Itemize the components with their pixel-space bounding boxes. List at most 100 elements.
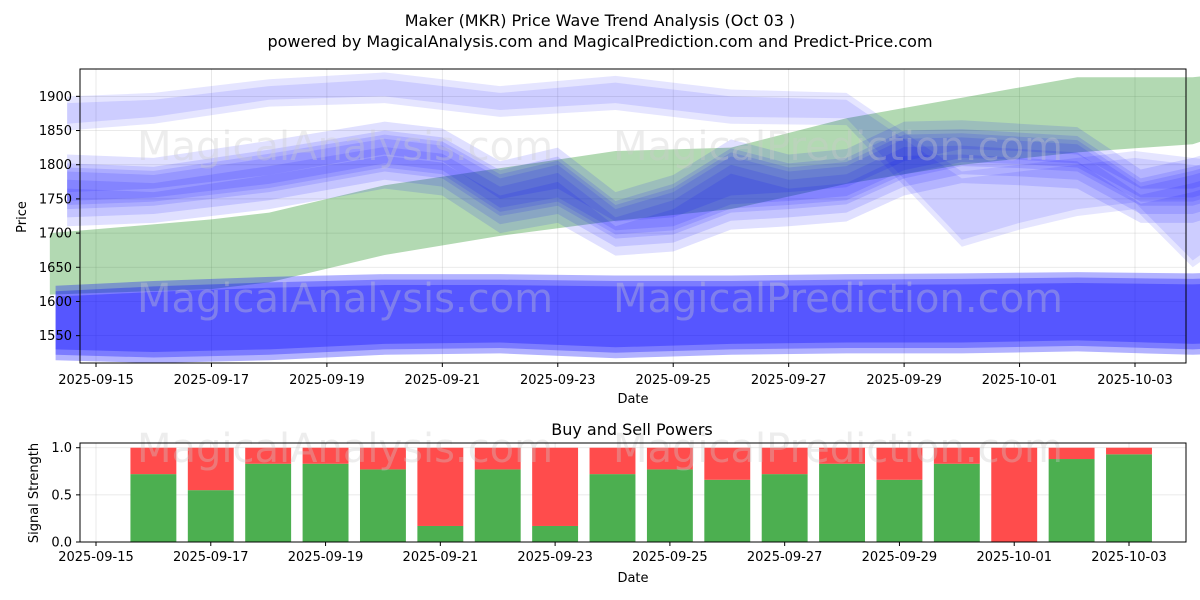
price-xtick-label: 2025-09-15 [58,373,134,388]
buy-bar [876,479,923,542]
watermark-prediction: MagicalPrediction.com [613,124,1063,170]
price-ytick-label: 1650 [39,261,72,276]
price-bands [49,72,1200,363]
buy-bar [933,463,980,542]
price-xtick-label: 2025-09-27 [751,373,827,388]
sell-bar [819,447,866,464]
signal-xtick-label: 2025-09-21 [403,550,479,565]
price-ytick-label: 1600 [39,295,72,310]
signal-ytick-label: 0.0 [51,536,72,551]
buy-bar [187,490,234,542]
chart-title: Maker (MKR) Price Wave Trend Analysis (O… [405,11,795,30]
sell-bar [876,447,923,480]
price-xtick-label: 2025-09-23 [520,373,596,388]
buy-bar [1106,454,1152,542]
price-band-faint-upper-band [67,79,1200,268]
signal-ticks: 0.0 0.5 1.0 2025-09-15 2025-09-17 2025-09-19 2… [51,441,1166,565]
signal-xtick-label: 2025-09-23 [517,550,593,565]
buy-bar [245,463,292,542]
signal-ylabel: Signal Strength [27,443,42,543]
signal-xtick-label: 2025-09-15 [58,550,134,565]
price-band-blue-bands-high- [67,137,1200,239]
sell-bar [532,447,579,526]
watermark-prediction-3: MagicalPrediction.com [613,426,1063,472]
sell-bar [646,447,693,470]
signal-xlabel: Date [617,571,648,586]
signal-xtick-label: 2025-10-01 [976,550,1052,565]
sell-bar [417,447,464,526]
buy-bar [704,479,751,542]
sell-bar [130,447,177,475]
price-band-green-band [49,76,1200,295]
price-plot-frame [79,68,1187,364]
price-band-blue-bands-high- [67,129,1200,231]
sell-bar [245,447,292,464]
price-ticks: 1550 1600 1650 1700 1750 1800 1850 1900 2025-09-… [39,90,1173,388]
price-xtick-label: 2025-09-21 [405,373,481,388]
price-xtick-label: 2025-10-03 [1097,373,1173,388]
price-grid [80,69,1186,363]
signal-xtick-label: 2025-09-27 [747,550,823,565]
signal-ytick-label: 1.0 [51,441,72,456]
price-xtick-label: 2025-10-01 [982,373,1058,388]
price-xtick-label: 2025-09-25 [635,373,711,388]
price-band-blue-bands-high- [67,120,1200,222]
price-panel: MagicalAnalysis.com MagicalPrediction.co… [15,68,1200,407]
watermark-analysis: MagicalAnalysis.com [137,124,553,170]
price-ytick-label: 1750 [39,192,72,207]
signal-xtick-label: 2025-09-29 [862,550,938,565]
sell-bar [761,447,808,475]
sell-bar [704,447,751,480]
price-ytick-label: 1900 [39,90,72,105]
price-band-faint-upper-band [67,72,1200,261]
buy-bar [1048,459,1095,542]
price-band-blue-bands-low- [55,283,1200,363]
sell-bar [1048,447,1095,460]
chart-subtitle: powered by MagicalAnalysis.com and Magic… [267,32,932,51]
price-xtick-label: 2025-09-19 [289,373,365,388]
sell-bar [1106,447,1152,455]
price-ytick-label: 1800 [39,158,72,173]
buy-bar [474,469,521,542]
sell-bar [359,447,406,470]
price-xtick-label: 2025-09-29 [866,373,942,388]
sell-bar [991,447,1038,542]
price-band-blue-bands-high- [67,133,1200,235]
price-ylabel: Price [15,201,30,233]
buy-bar [417,525,464,542]
signal-panel: Buy and Sell Powers MagicalAnalysis.com … [27,420,1187,586]
signal-title: Buy and Sell Powers [551,420,713,439]
buy-bar [819,463,866,542]
buy-bar [761,474,808,542]
signal-xtick-label: 2025-09-17 [173,550,249,565]
sell-bar [187,447,234,491]
buy-bar [359,469,406,542]
price-band-blue-bands-low- [55,277,1200,358]
sell-bar [589,447,636,475]
buy-bar [302,463,349,542]
signal-plot-frame [79,442,1187,543]
buy-bar [532,525,579,542]
watermark-analysis-2: MagicalAnalysis.com [137,276,553,322]
signal-xtick-label: 2025-09-25 [632,550,708,565]
price-band-blue-bands-low- [55,272,1200,353]
buy-bar [130,474,177,542]
buy-bar [589,474,636,542]
signal-xtick-label: 2025-09-19 [288,550,364,565]
sell-bar [933,447,980,464]
watermark-prediction-2: MagicalPrediction.com [613,276,1063,322]
sell-bar [474,447,521,470]
signal-bars [130,447,1152,542]
buy-bar [646,469,693,542]
watermark-analysis-3: MagicalAnalysis.com [137,426,553,472]
price-ytick-label: 1850 [39,124,72,139]
price-xlabel: Date [617,392,648,407]
signal-xtick-label: 2025-10-03 [1091,550,1167,565]
price-band-blue-bands-high- [67,145,1200,247]
price-xtick-label: 2025-09-17 [174,373,250,388]
sell-bar [302,447,349,464]
price-band-blue-bands-high- [67,154,1200,256]
signal-ytick-label: 0.5 [51,488,72,503]
price-ytick-label: 1550 [39,329,72,344]
